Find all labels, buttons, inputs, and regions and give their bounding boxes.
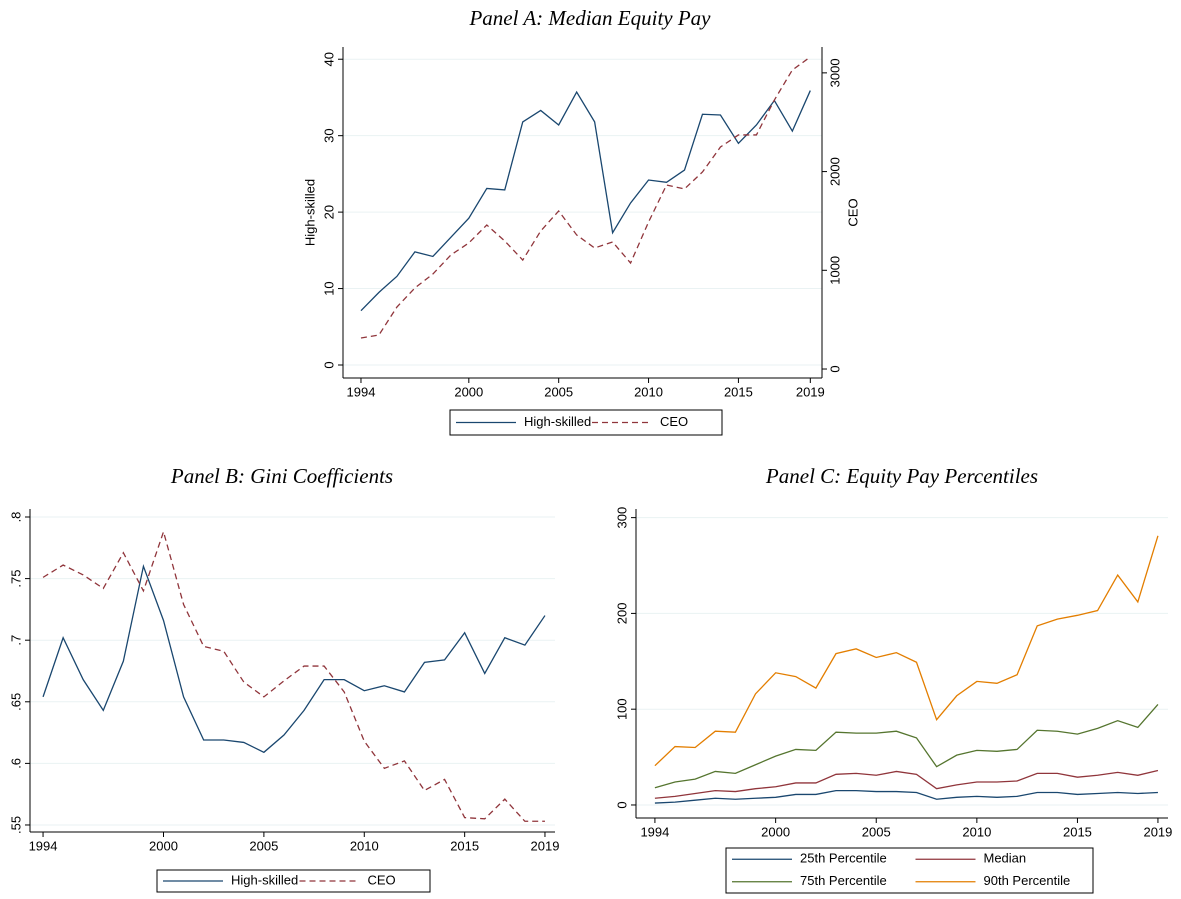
y-tick-label: 300 — [614, 507, 629, 529]
line-series — [654, 535, 1159, 767]
x-tick-label: 2005 — [544, 384, 573, 399]
y-tick-label: .6 — [8, 758, 23, 769]
y-tick-label: .7 — [8, 635, 23, 646]
y2-tick-label: 3000 — [827, 58, 842, 87]
legend-label: Median — [984, 851, 1027, 866]
line-series — [654, 769, 1159, 799]
legend-label: 25th Percentile — [800, 851, 887, 866]
x-tick-label: 2015 — [450, 838, 479, 853]
y-tick-label: .65 — [8, 693, 23, 711]
y2-tick-label: 2000 — [827, 157, 842, 186]
x-tick-label: 2015 — [724, 384, 753, 399]
x-tick-label: 2000 — [761, 824, 790, 839]
x-tick-label: 1994 — [29, 838, 58, 853]
line-series — [654, 789, 1158, 804]
chart-title: Panel C: Equity Pay Percentiles — [765, 464, 1038, 488]
line-series — [42, 529, 545, 822]
legend-label: 90th Percentile — [984, 873, 1071, 888]
x-tick-label: 2000 — [454, 384, 483, 399]
x-tick-label: 2015 — [1063, 824, 1092, 839]
x-tick-label: 2010 — [634, 384, 663, 399]
x-tick-label: 2005 — [249, 838, 278, 853]
y-tick-label: 20 — [321, 205, 336, 219]
y-tick-label: 200 — [614, 603, 629, 625]
x-tick-label: 1994 — [347, 384, 376, 399]
x-tick-label: 2019 — [1143, 824, 1172, 839]
legend-label: High-skilled — [231, 872, 298, 887]
y-tick-label: 30 — [321, 128, 336, 142]
y-tick-label: 40 — [321, 52, 336, 66]
x-tick-label: 2000 — [149, 838, 178, 853]
x-tick-label: 2005 — [862, 824, 891, 839]
y-tick-label: .55 — [8, 816, 23, 834]
legend-label: 75th Percentile — [800, 873, 887, 888]
chart-title: Panel B: Gini Coefficients — [170, 464, 393, 488]
y-tick-label: .8 — [8, 512, 23, 523]
y-tick-label: 0 — [321, 361, 336, 368]
line-series — [42, 563, 546, 754]
x-tick-label: 2010 — [962, 824, 991, 839]
y-tick-label: 10 — [321, 281, 336, 295]
legend-box — [725, 847, 1094, 894]
x-tick-label: 1994 — [640, 824, 669, 839]
y-tick-label: 0 — [614, 801, 629, 808]
y2-tick-label: 1000 — [827, 256, 842, 285]
chart-title: Panel A: Median Equity Pay — [468, 6, 711, 30]
y-tick-label: .75 — [8, 570, 23, 588]
line-series — [360, 90, 811, 312]
legend-label: High-skilled — [524, 414, 591, 429]
x-tick-label: 2010 — [350, 838, 379, 853]
x-tick-label: 2019 — [796, 384, 825, 399]
x-tick-label: 2019 — [531, 838, 560, 853]
line-series — [654, 703, 1159, 789]
y-tick-label: 100 — [614, 698, 629, 720]
y2-tick-label: 0 — [827, 365, 842, 372]
y-axis-title: High-skilled — [302, 179, 317, 246]
line-series — [360, 56, 811, 339]
legend-label: CEO — [660, 414, 688, 429]
y2-axis-title: CEO — [845, 198, 860, 226]
legend-label: CEO — [368, 872, 396, 887]
legend-box — [156, 869, 431, 893]
